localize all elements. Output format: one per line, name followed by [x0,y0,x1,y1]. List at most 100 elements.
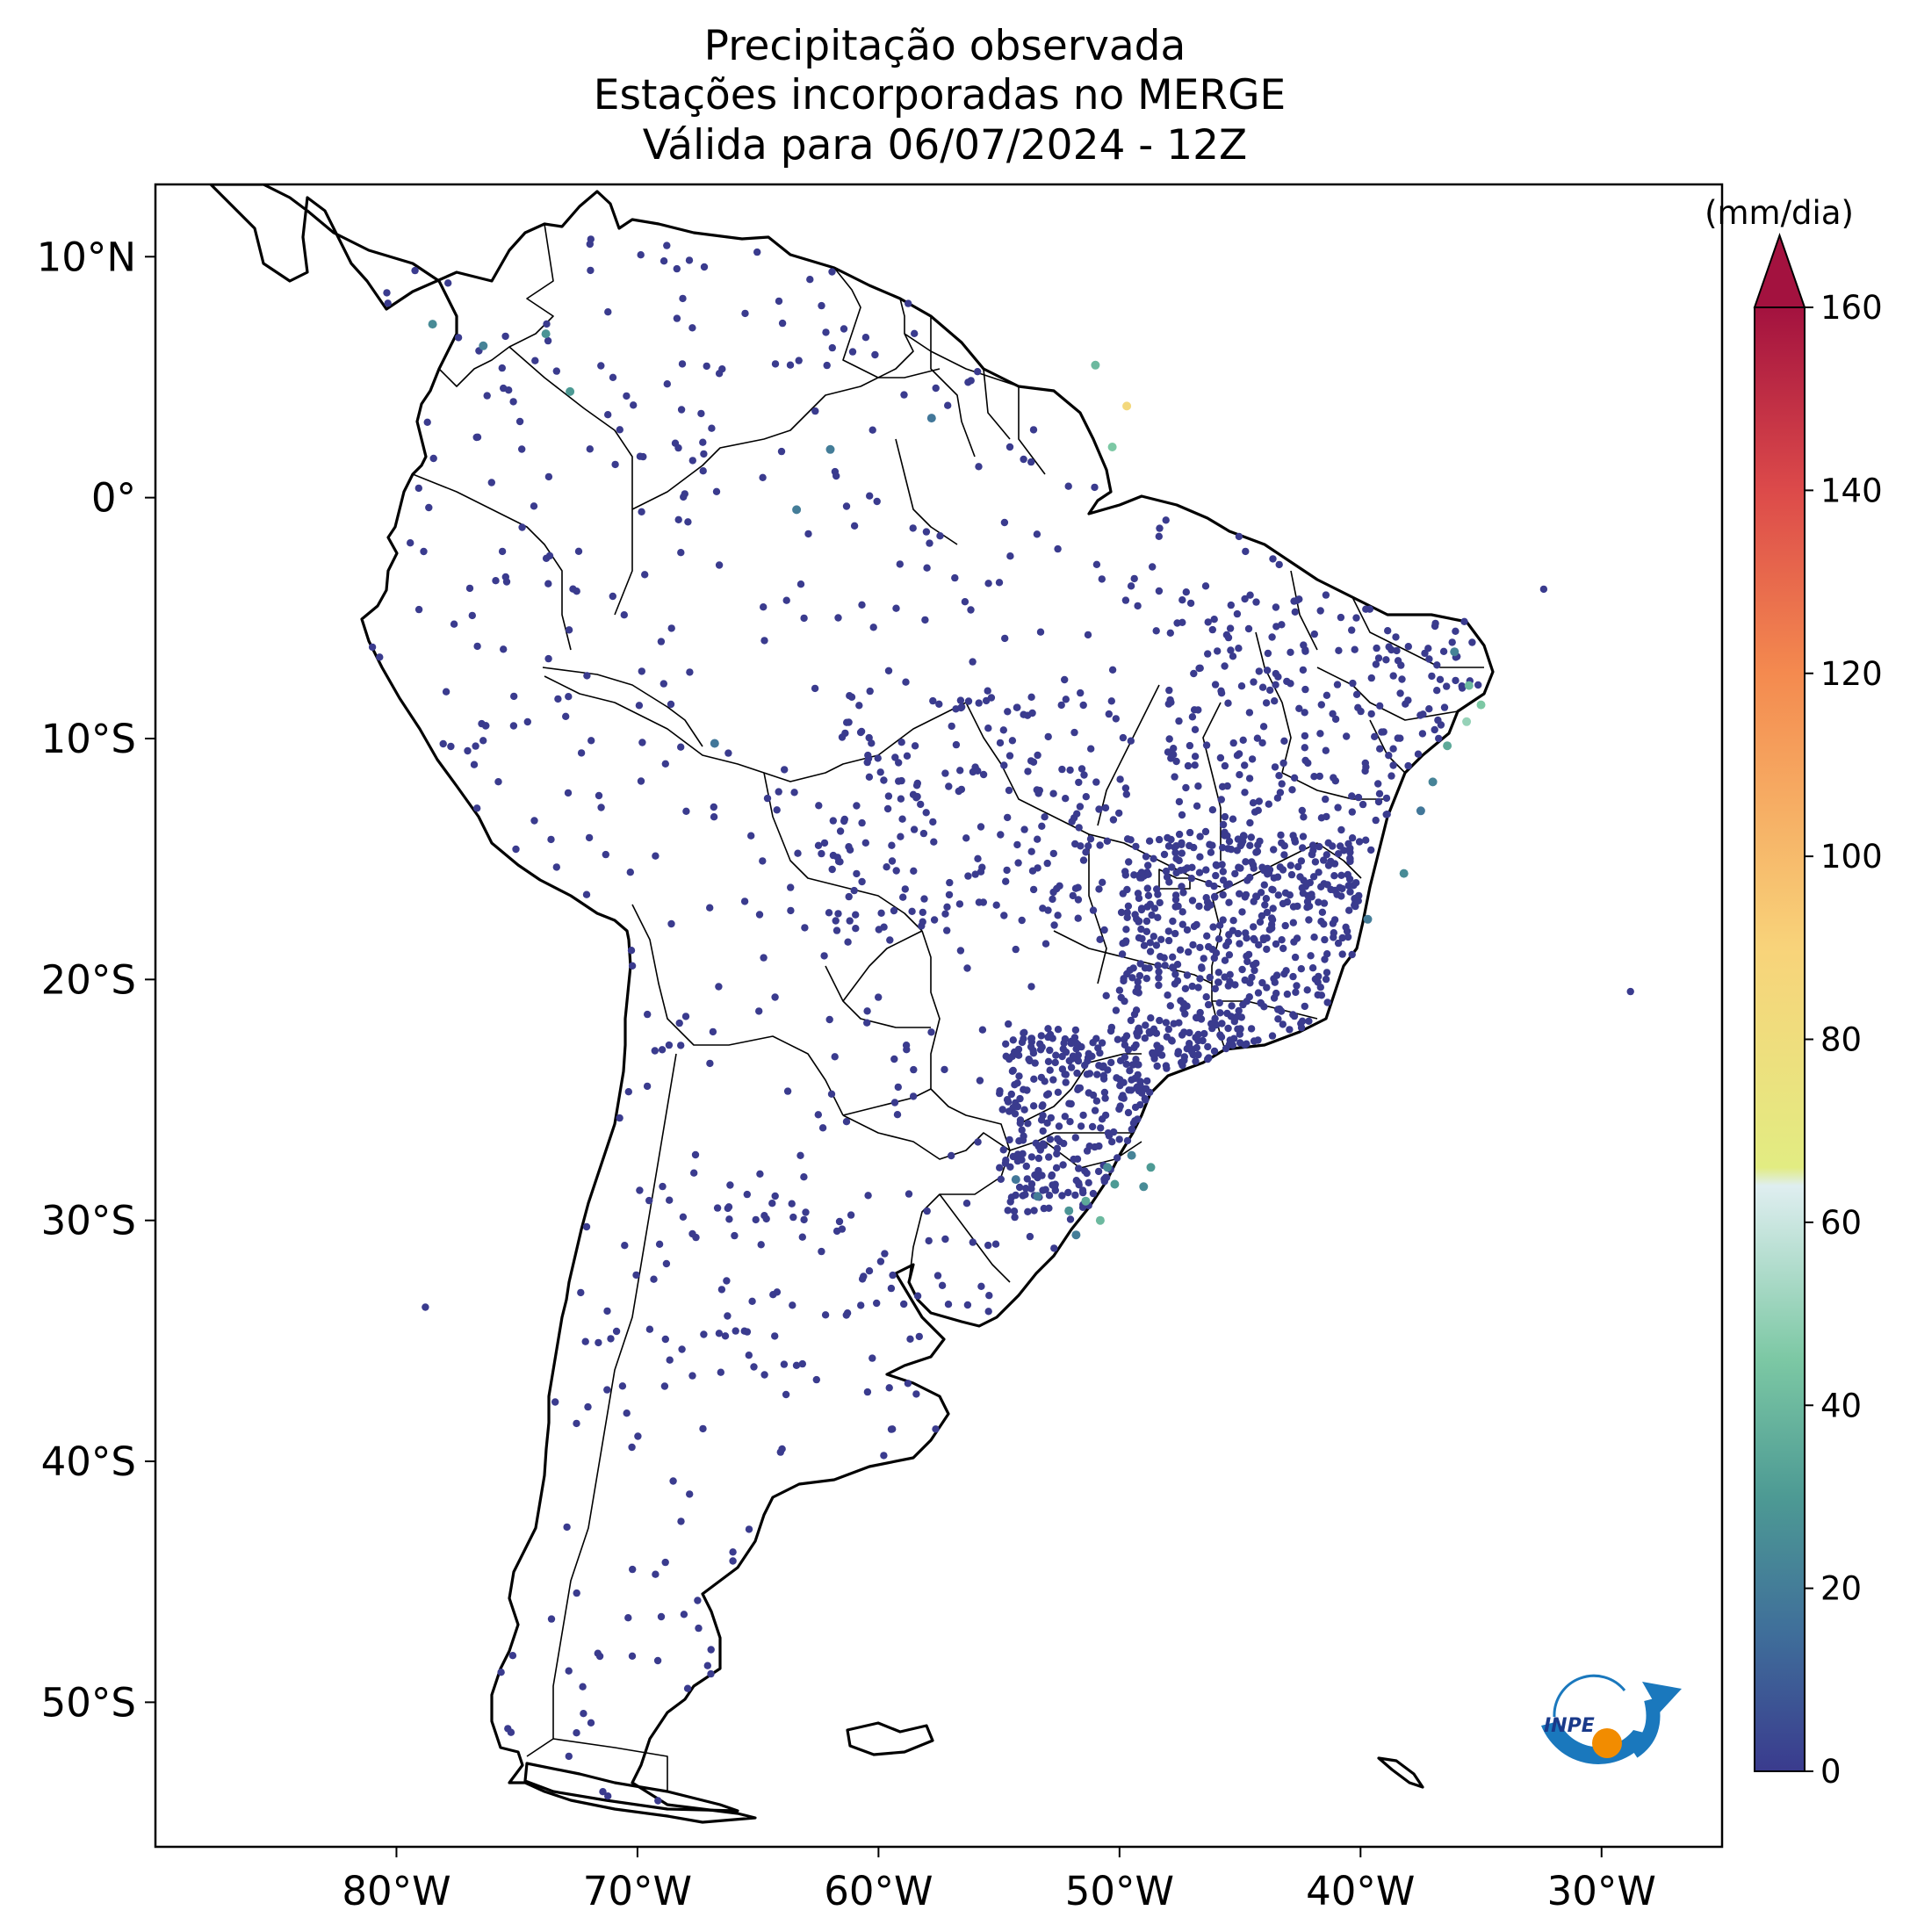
station-marker [1373,644,1380,652]
station-marker [834,910,842,918]
station-marker [1137,925,1145,934]
station-marker [1334,804,1342,811]
station-marker [407,539,414,547]
station-marker [1251,966,1258,975]
station-marker [1216,753,1225,762]
station-marker [1027,458,1035,466]
station-marker [1169,953,1177,962]
station-marker [1310,630,1319,638]
station-marker [1268,924,1276,933]
station-marker [969,1238,977,1246]
station-marker [573,1589,580,1597]
station-marker [1295,704,1303,712]
station-marker [1007,1090,1016,1099]
station-marker [450,620,458,628]
station-marker-wet [792,505,802,515]
station-marker [943,926,951,934]
station-marker [1428,672,1436,681]
station-marker [580,1710,587,1718]
station-marker [1108,666,1117,674]
station-marker [1020,1132,1027,1140]
station-marker [1162,1019,1171,1027]
station-marker [1134,977,1142,986]
station-marker [1044,1025,1052,1033]
station-marker [497,1669,505,1676]
station-marker [919,918,926,926]
station-marker [1030,1075,1038,1084]
station-marker [1122,1060,1130,1069]
station-marker [1062,795,1070,803]
station-marker [1346,888,1354,896]
station-marker [1115,1105,1123,1114]
station-marker [667,700,675,709]
station-marker [1245,709,1254,717]
station-marker [1066,766,1074,775]
station-marker [1187,1048,1196,1056]
station-marker [1027,757,1035,765]
station-marker [1323,881,1331,889]
station-marker [956,947,965,955]
y-tick-label: 0° [91,475,136,522]
station-marker [935,700,943,708]
station-marker [890,1099,899,1107]
station-marker [1258,912,1266,920]
station-marker [967,606,975,614]
station-marker [1287,861,1295,869]
station-marker [1128,974,1136,982]
station-marker [1334,939,1343,948]
station-marker [1322,975,1330,984]
station-marker [880,1452,888,1460]
station-marker [655,1240,664,1249]
station-marker [1241,595,1249,603]
station-marker [1155,981,1163,990]
station-marker [1048,1172,1056,1180]
station-marker [1258,683,1267,691]
station-marker [893,1111,902,1119]
station-marker [1118,1093,1126,1102]
station-marker [1121,596,1130,604]
station-marker [1155,974,1163,982]
station-marker [1094,1167,1103,1176]
station-marker [840,325,848,333]
station-marker [873,1299,881,1308]
x-tick-label: 30°W [1547,1868,1656,1914]
station-marker [1009,1152,1018,1161]
station-marker [1290,1012,1299,1020]
station-marker [1299,666,1308,674]
station-marker [1234,929,1243,938]
station-marker [595,1652,604,1661]
station-marker [1000,761,1008,769]
station-marker [991,1240,1000,1248]
station-marker [1077,688,1085,697]
station-marker [632,1271,640,1280]
station-marker [1224,1024,1232,1033]
station-marker [820,952,828,960]
station-marker [1219,844,1227,852]
station-marker [1020,1106,1028,1114]
station-marker [1204,650,1212,658]
station-marker [1346,848,1354,856]
station-marker [1132,842,1140,851]
station-marker [1219,890,1227,899]
station-marker [1054,1088,1063,1097]
station-marker [1404,761,1412,770]
station-marker [1142,917,1151,926]
station-marker [860,1272,868,1280]
station-marker [848,348,857,356]
station-marker [922,528,931,536]
station-marker [1225,837,1234,846]
station-marker [1374,780,1382,788]
station-marker [1083,1071,1092,1078]
station-marker [777,447,786,456]
station-marker [1337,892,1345,900]
station-marker [1096,841,1104,849]
station-marker [1246,591,1254,599]
station-marker [645,1325,654,1333]
station-marker [1109,816,1118,824]
station-marker [1164,927,1173,935]
station-marker [1261,901,1269,909]
station-marker [1018,1126,1026,1135]
station-marker [814,841,823,849]
station-marker [680,493,688,501]
station-marker [1330,872,1338,880]
